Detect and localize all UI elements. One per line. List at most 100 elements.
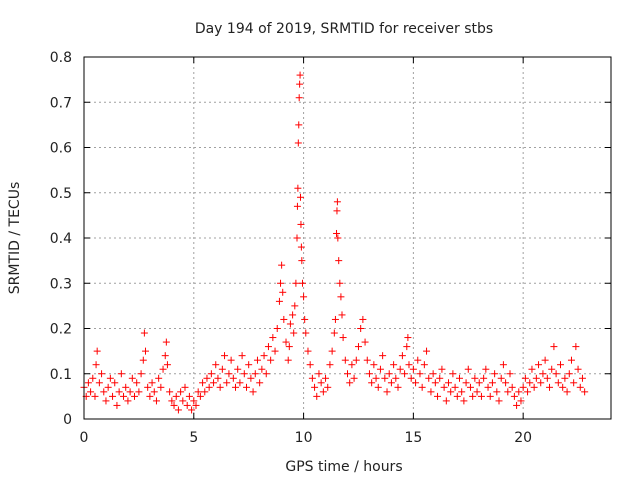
data-point: [381, 374, 389, 382]
data-point: [462, 379, 470, 387]
data-point: [361, 338, 369, 346]
data-point: [578, 374, 586, 382]
data-point: [565, 370, 573, 378]
data-point: [368, 379, 376, 387]
data-point: [480, 374, 488, 382]
data-point: [466, 383, 474, 391]
data-point: [271, 347, 279, 355]
data-point: [294, 184, 302, 192]
data-point: [205, 383, 213, 391]
data-point: [282, 338, 290, 346]
data-point: [298, 279, 306, 287]
data-point: [539, 370, 547, 378]
x-tick-label: 10: [295, 430, 313, 446]
data-point: [493, 388, 501, 396]
data-point: [135, 388, 143, 396]
x-tick-label: 20: [514, 430, 532, 446]
data-point: [170, 401, 178, 409]
data-point: [295, 121, 303, 129]
data-point: [543, 374, 551, 382]
data-point: [289, 311, 297, 319]
data-point: [163, 361, 171, 369]
data-point: [126, 388, 134, 396]
data-point: [464, 365, 472, 373]
data-point: [304, 347, 312, 355]
data-point: [429, 370, 437, 378]
data-point: [253, 356, 261, 364]
data-point: [513, 401, 521, 409]
data-point: [177, 388, 185, 396]
data-point: [199, 379, 207, 387]
data-point: [262, 370, 270, 378]
data-point: [311, 383, 319, 391]
data-point: [238, 352, 246, 360]
data-point: [245, 361, 253, 369]
data-point: [333, 207, 341, 215]
data-point: [354, 343, 362, 351]
data-point: [574, 365, 582, 373]
data-point: [188, 406, 196, 414]
data-point: [455, 374, 463, 382]
data-point: [488, 379, 496, 387]
x-axis-label: GPS time / hours: [285, 459, 402, 475]
data-point: [504, 388, 512, 396]
data-point: [98, 370, 106, 378]
data-point: [365, 370, 373, 378]
data-point: [179, 397, 187, 405]
data-point: [301, 315, 309, 323]
data-point: [140, 329, 148, 337]
data-point: [133, 379, 141, 387]
data-point: [315, 370, 323, 378]
data-point: [295, 94, 303, 102]
data-point: [394, 383, 402, 391]
data-point: [249, 388, 257, 396]
y-tick-label: 0.3: [50, 276, 72, 292]
data-point: [322, 374, 330, 382]
data-point: [117, 370, 125, 378]
data-point: [401, 370, 409, 378]
data-point: [519, 383, 527, 391]
data-point: [146, 392, 154, 400]
data-point: [297, 193, 305, 201]
data-point: [383, 388, 391, 396]
data-point: [152, 397, 160, 405]
data-point: [306, 361, 314, 369]
data-point: [87, 388, 95, 396]
data-point: [572, 343, 580, 351]
data-point: [324, 383, 332, 391]
data-point: [436, 374, 444, 382]
data-point: [499, 361, 507, 369]
data-point: [576, 383, 584, 391]
data-point: [524, 388, 532, 396]
data-point: [106, 374, 114, 382]
data-point: [326, 361, 334, 369]
data-point: [344, 370, 351, 378]
data-point: [517, 397, 525, 405]
data-point: [280, 315, 288, 323]
data-point: [541, 356, 549, 364]
data-point: [161, 352, 169, 360]
data-point: [431, 379, 439, 387]
data-point: [172, 392, 180, 400]
data-point: [290, 329, 298, 337]
data-point: [497, 374, 505, 382]
data-point: [550, 343, 558, 351]
data-point: [227, 356, 235, 364]
data-point: [302, 329, 310, 337]
data-point: [196, 392, 204, 400]
data-point: [359, 315, 367, 323]
data-point: [333, 198, 341, 206]
data-point: [526, 379, 534, 387]
data-point: [398, 352, 406, 360]
data-point: [392, 374, 400, 382]
y-tick-label: 0: [63, 412, 72, 428]
data-point: [221, 352, 229, 360]
data-point: [372, 374, 380, 382]
data-point: [559, 383, 567, 391]
data-point: [469, 392, 477, 400]
data-point: [258, 365, 266, 373]
data-point: [352, 356, 360, 364]
data-point: [225, 370, 233, 378]
data-point: [308, 374, 316, 382]
